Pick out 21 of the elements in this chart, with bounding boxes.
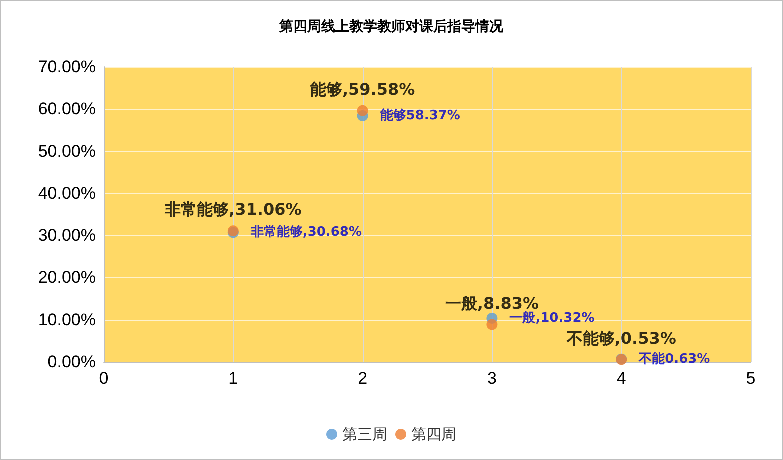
x-tick-label: 2 [358,369,368,388]
y-tick-label: 10.00% [38,310,96,330]
data-label: 不能0.63% [638,350,710,367]
data-label: 一般,10.32% [510,311,595,326]
x-tick-label: 4 [616,369,626,388]
x-tick-label: 3 [487,369,497,388]
x-tick-label: 5 [746,369,756,388]
y-tick-label: 40.00% [38,184,96,203]
y-tick-label: 0.00% [48,352,96,372]
data-label: 非常能够,30.68% [250,224,362,240]
y-tick-label: 60.00% [38,100,96,119]
x-tick-label: 1 [228,369,238,388]
x-tick-label: 0 [99,369,109,388]
y-tick-label: 20.00% [38,268,96,288]
data-label: 能够58.37% [380,108,460,124]
legend-label: 第三周 [342,426,388,444]
chart-title: 第四周线上教学教师对课后指导情况 [278,18,504,35]
y-tick-label: 30.00% [38,226,96,246]
y-tick-label: 70.00% [38,58,96,76]
y-tick-label: 50.00% [38,142,96,161]
legend-label: 第四周 [412,426,456,444]
